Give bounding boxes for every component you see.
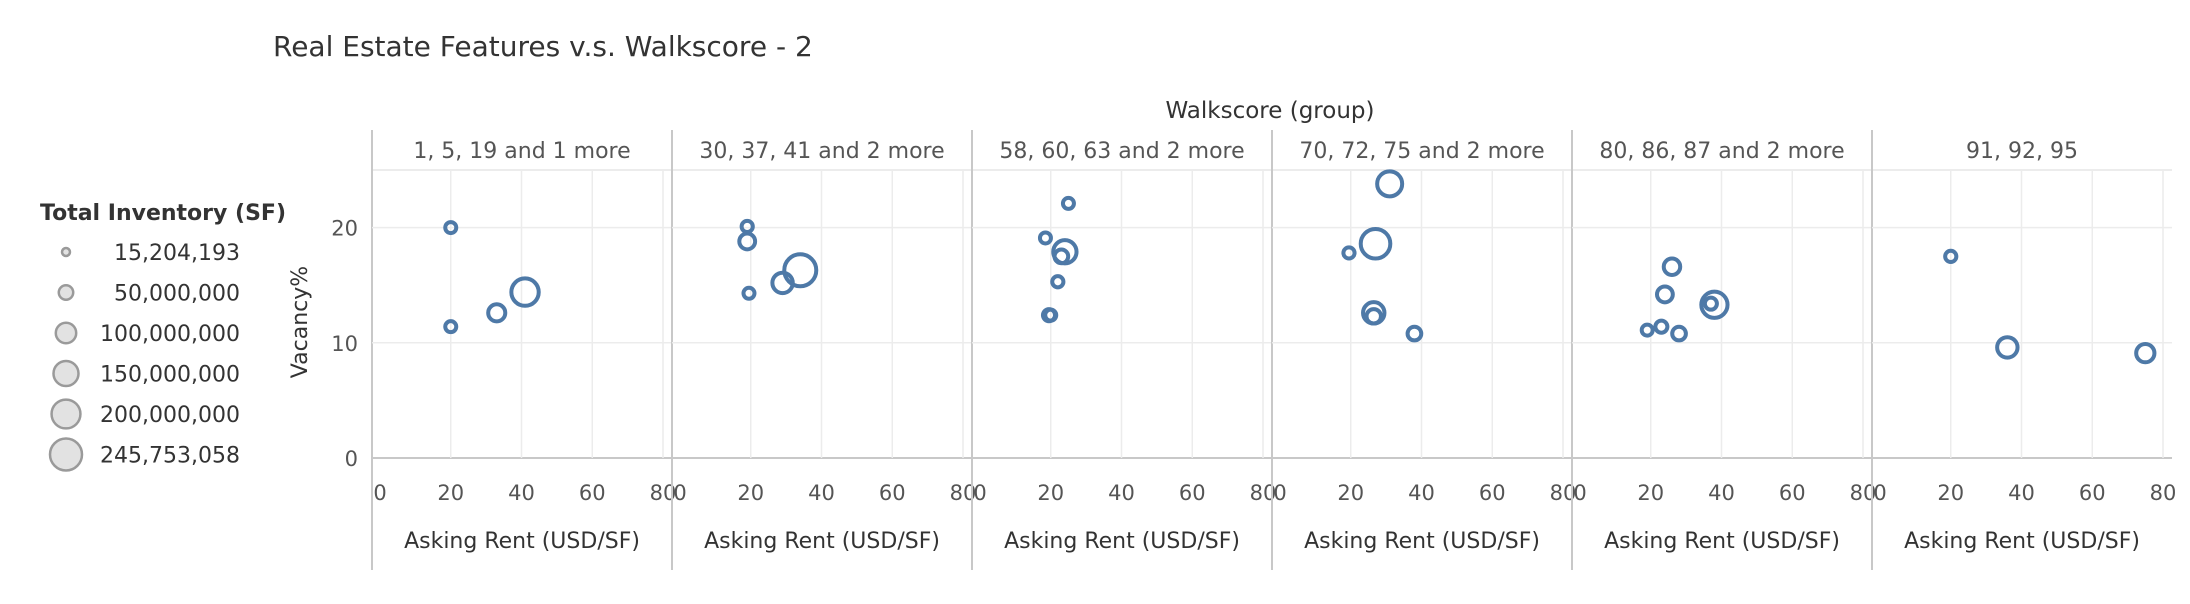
legend-label: 15,204,193 (114, 241, 240, 266)
x-tick-label: 80 (2150, 481, 2177, 505)
data-point (486, 302, 508, 324)
x-tick-label: 20 (437, 481, 464, 505)
data-point (1943, 248, 1959, 264)
legend-size-marker (48, 437, 84, 472)
x-tick-label: 40 (2008, 481, 2035, 505)
data-point (1639, 322, 1655, 338)
legend-label: 50,000,000 (114, 282, 240, 307)
x-tick-label: 0 (373, 481, 386, 505)
data-point (1405, 324, 1424, 343)
legend-label: 245,753,058 (100, 444, 240, 469)
x-tick-label: 60 (1179, 481, 1206, 505)
legend-size-marker (52, 359, 80, 388)
legend-size-marker (50, 398, 82, 430)
data-point (1699, 289, 1730, 320)
data-point (1702, 295, 1719, 312)
x-tick-label: 40 (508, 481, 535, 505)
x-tick-label: 20 (1337, 481, 1364, 505)
data-point (737, 231, 758, 252)
x-tick-label: 40 (1408, 481, 1435, 505)
data-point (739, 218, 755, 235)
panel-header: 30, 37, 41 and 2 more (699, 139, 944, 164)
data-point (1043, 307, 1059, 323)
data-point (1661, 256, 1683, 277)
x-tick-label: 60 (879, 481, 906, 505)
x-axis-title: Asking Rent (USD/SF) (1604, 529, 1840, 554)
x-axis-title: Asking Rent (USD/SF) (1904, 529, 2140, 554)
x-tick-label: 0 (1573, 481, 1586, 505)
data-point (1375, 169, 1405, 199)
data-point (509, 276, 541, 308)
data-point (741, 285, 757, 301)
panel-header: 58, 60, 63 and 2 more (999, 139, 1244, 164)
panel-header: 70, 72, 75 and 2 more (1299, 139, 1544, 164)
data-point (1670, 324, 1688, 343)
data-point (1050, 274, 1066, 290)
y-axis: 0 10 20 (331, 217, 358, 471)
panels: 1, 5, 19 and 1 more 0 20 40 60 80 Asking Rent … (371, 130, 2177, 570)
x-tick-label: 0 (1273, 481, 1286, 505)
x-tick-label: 40 (1708, 481, 1735, 505)
data-point (1341, 245, 1357, 261)
data-point (1037, 230, 1053, 246)
legend-label: 100,000,000 (100, 322, 240, 347)
data-point (2134, 342, 2157, 365)
x-tick-label: 60 (1779, 481, 1806, 505)
x-tick-label: 60 (1479, 481, 1506, 505)
data-point (1364, 307, 1383, 326)
y-tick-label: 10 (331, 332, 358, 356)
panel-header: 91, 92, 95 (1966, 139, 2078, 164)
x-axis-title: Asking Rent (USD/SF) (404, 529, 640, 554)
x-tick-label: 40 (808, 481, 835, 505)
panel-header: 80, 86, 87 and 2 more (1599, 139, 1844, 164)
chart-title: Real Estate Features v.s. Walkscore - 2 (273, 30, 813, 63)
x-tick-label: 60 (2079, 481, 2106, 505)
legend-label: 150,000,000 (100, 363, 240, 388)
x-tick-label: 0 (1873, 481, 1886, 505)
legend-title: Total Inventory (SF) (40, 201, 286, 226)
x-tick-label: 20 (737, 481, 764, 505)
data-point (770, 270, 795, 296)
x-tick-label: 40 (1108, 481, 1135, 505)
data-point (782, 252, 819, 289)
y-tick-label: 0 (345, 447, 358, 471)
data-point (443, 220, 459, 236)
x-tick-label: 0 (973, 481, 986, 505)
data-point (1653, 318, 1670, 335)
legend-size-marker (57, 284, 75, 301)
panel-header: 1, 5, 19 and 1 more (413, 139, 630, 164)
x-tick-label: 60 (579, 481, 606, 505)
x-axis-title: Asking Rent (USD/SF) (1004, 529, 1240, 554)
legend-items: 15,204,193 50,000,000 100,000,000 150,000,0… (48, 241, 240, 472)
x-axis-title: Asking Rent (USD/SF) (1304, 529, 1540, 554)
x-tick-label: 20 (1637, 481, 1664, 505)
data-point (1654, 284, 1675, 305)
data-point (1358, 226, 1393, 261)
y-axis-title: Vacancy% (288, 266, 313, 378)
data-point (1060, 195, 1076, 211)
x-tick-label: 20 (1037, 481, 1064, 505)
x-tick-label: 0 (673, 481, 686, 505)
data-point (1052, 247, 1071, 266)
legend-size-marker (60, 246, 72, 258)
panel-6: 91, 92, 95 0 20 40 60 80 Asking Rent (USD/SF) (1871, 130, 2177, 570)
column-header: Walkscore (group) (1166, 98, 1375, 124)
legend-label: 200,000,000 (100, 403, 240, 428)
x-axis-title: Asking Rent (USD/SF) (704, 529, 940, 554)
data-point (1995, 335, 2020, 360)
x-tick-label: 20 (1937, 481, 1964, 505)
legend-size-marker (54, 321, 78, 345)
y-tick-label: 20 (331, 217, 358, 241)
data-point (443, 319, 459, 335)
